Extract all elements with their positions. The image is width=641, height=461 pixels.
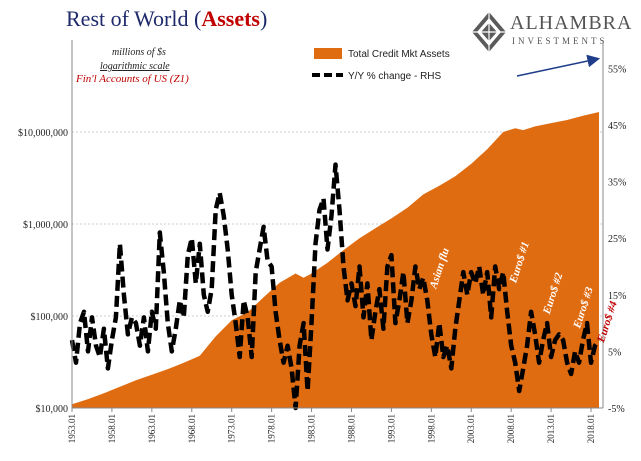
logo-subtitle: INVESTMENTS [512,36,608,46]
source-note: Fin'l Accounts of US (Z1) [76,73,189,85]
units-note: millions of $s [112,47,166,58]
x-tick-label: 1983.01 [307,414,317,443]
x-tick-label: 1973.01 [227,414,237,443]
right-tick-label: 45% [608,121,626,132]
alhambra-logo: ALHAMBRA INVESTMENTS [470,10,635,58]
logo-name: ALHAMBRA [510,12,633,34]
x-tick-label: 1958.01 [107,414,117,443]
chart-title: Rest of World (Assets) [66,6,267,32]
right-tick-label: 5% [608,347,621,358]
right-tick-label: 15% [608,291,626,302]
trend-arrow-icon [516,54,601,77]
x-tick-label: 1988.01 [346,414,356,443]
series-yy-change-line [69,162,601,411]
x-tick-label: 2003.01 [466,414,476,443]
x-tick-label: 2008.01 [506,414,516,443]
legend-area-swatch [314,48,342,59]
title-prefix: Rest of World ( [66,6,202,31]
x-tick-label: 1978.01 [267,414,277,443]
x-tick-label: 1993.01 [386,414,396,443]
x-tick-label: 1968.01 [187,414,197,443]
scale-note: logarithmic scale [100,61,170,72]
x-tick-label: 1998.01 [426,414,436,443]
left-tick-label: $100,000 [31,312,69,323]
right-tick-label: 25% [608,234,626,245]
legend-line-label: Y/Y % change - RHS [348,71,442,82]
x-tick-label: 1963.01 [147,414,157,443]
legend-area-label: Total Credit Mkt Assets [348,49,450,60]
series-total-credit-area [72,112,599,408]
title-suffix: ) [259,6,268,31]
right-tick-label: 55% [608,64,626,75]
x-tick-label: 2018.01 [586,414,596,443]
title-accent: Assets [201,6,260,31]
right-tick-label: 35% [608,178,626,189]
left-tick-label: $1,000,000 [23,220,68,231]
x-tick-label: 1953.01 [67,414,77,443]
x-tick-label: 2013.01 [546,414,556,443]
diamond-logo-icon [472,12,506,52]
right-tick-label: -5% [608,404,625,415]
left-tick-label: $10,000,000 [18,128,68,139]
left-tick-label: $10,000 [36,404,69,415]
